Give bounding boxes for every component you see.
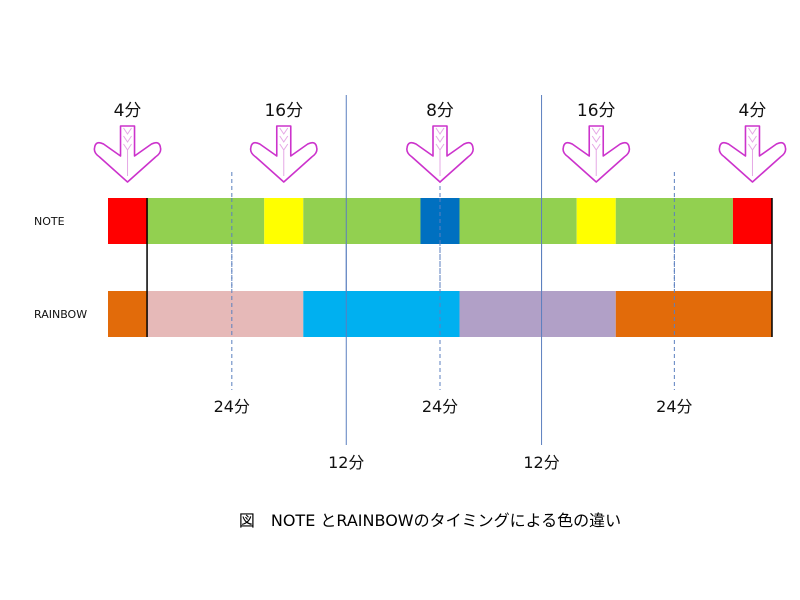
arrow-label: 16分	[264, 101, 303, 121]
arrow-label: 16分	[577, 101, 616, 121]
down-arrow-icon	[249, 125, 318, 183]
figure-caption: 図 NOTE とRAINBOWのタイミングによる色の違い	[239, 511, 621, 530]
bar-segment	[732, 198, 772, 244]
row-label: RAINBOW	[34, 308, 87, 321]
bar-segment	[459, 291, 616, 337]
arrow-label: 8分	[426, 101, 454, 121]
bar-segment	[615, 291, 772, 337]
bar-segment	[108, 291, 148, 337]
guide-label: 12分	[328, 453, 364, 472]
bar-segment	[576, 198, 616, 244]
beat-boundaries	[146, 198, 773, 337]
down-arrow-icon	[406, 125, 474, 183]
bar-segment	[147, 198, 265, 244]
timing-bars	[108, 198, 772, 337]
labels: 24分 24分 24分 12分 12分 NOTE RAINBOW 4分 16分 8分 16分 4分	[34, 101, 766, 472]
bar-segment	[264, 198, 304, 244]
bar-segment	[459, 198, 577, 244]
row-label: NOTE	[34, 215, 65, 228]
guide-label: 24分	[656, 397, 692, 416]
bar-segment	[108, 198, 148, 244]
bar-segment	[303, 291, 460, 337]
down-arrow-icon	[718, 125, 787, 183]
guide-label: 24分	[214, 397, 250, 416]
bar-segment	[303, 198, 421, 244]
arrow-label: 4分	[114, 101, 142, 121]
arrow-label: 4分	[739, 101, 767, 121]
guide-lines	[231, 95, 675, 445]
guide-label: 12分	[523, 453, 559, 472]
guide-label: 24分	[422, 397, 458, 416]
bar-segment	[147, 291, 304, 337]
down-arrow-icon	[93, 125, 162, 183]
down-arrow-icon	[562, 125, 631, 183]
timing-arrows	[93, 125, 787, 183]
